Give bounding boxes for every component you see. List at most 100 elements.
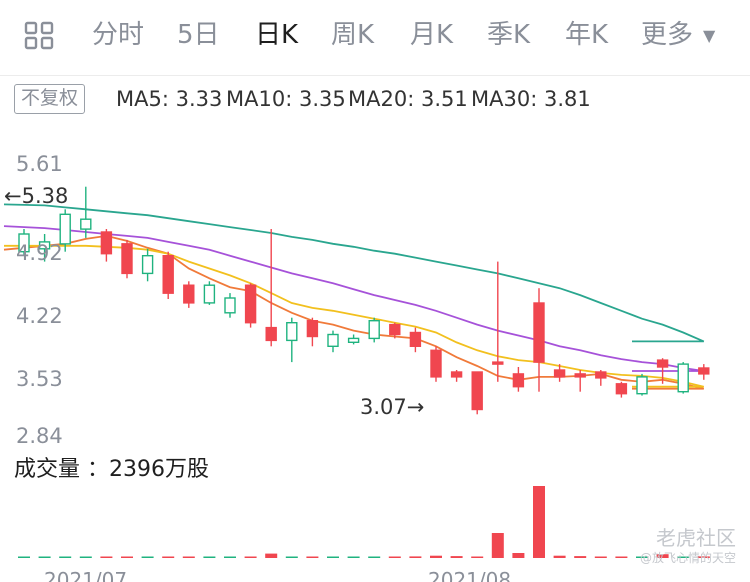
ma10-value: MA10: 3.35 xyxy=(226,87,346,111)
watermark-brand: 老虎社区 xyxy=(656,526,736,550)
volume-bar xyxy=(615,556,628,558)
candle-body xyxy=(533,302,545,363)
volume-bar xyxy=(656,554,669,558)
candle-body xyxy=(162,254,174,294)
candle-body xyxy=(656,359,669,368)
candle xyxy=(636,373,648,396)
volume-bar xyxy=(512,553,525,558)
candle xyxy=(656,358,669,384)
ma30-value: MA30: 3.81 xyxy=(471,87,591,111)
candle xyxy=(141,248,154,282)
candle-body xyxy=(306,319,319,338)
watermark: 老虎社区 @放飞心情的天空 xyxy=(640,526,736,566)
candle xyxy=(80,186,92,238)
ma10-line xyxy=(4,244,705,388)
candle xyxy=(121,239,133,279)
candle xyxy=(574,370,586,392)
candle-body xyxy=(512,373,525,388)
volume-bar xyxy=(533,486,545,558)
volume-bar xyxy=(265,553,278,558)
candle xyxy=(183,281,195,308)
candle-body xyxy=(409,331,422,348)
tab-yearly-k[interactable]: 年K xyxy=(565,20,609,50)
price-axis-label: 2.84 xyxy=(16,424,63,448)
tab-daily-k[interactable]: 日K xyxy=(255,20,299,50)
volume-bar xyxy=(368,556,381,558)
candle-body xyxy=(450,371,463,378)
candle-body xyxy=(327,333,339,348)
candle-body xyxy=(368,319,380,340)
volume-bar xyxy=(327,556,339,558)
volume-bar xyxy=(574,556,587,558)
ma5-line xyxy=(3,234,705,390)
candle xyxy=(162,251,174,299)
ma30-line xyxy=(3,203,705,343)
candle-body xyxy=(615,383,628,395)
candle-body xyxy=(80,218,92,230)
high-price-marker: ←5.38 xyxy=(4,184,69,208)
candle-body xyxy=(244,284,257,324)
candle-body xyxy=(18,233,30,253)
volume-bar xyxy=(636,556,648,558)
volume-bar xyxy=(162,556,175,558)
tab-intraday[interactable]: 分时 xyxy=(92,20,145,50)
watermark-user: @放飞心情的天空 xyxy=(639,551,736,565)
tab-weekly-k[interactable]: 周K xyxy=(331,20,375,50)
candle xyxy=(430,346,442,382)
candle-body xyxy=(574,373,586,378)
adjust-mode-button[interactable]: 不复权 xyxy=(14,84,86,114)
candle xyxy=(18,229,30,256)
candle xyxy=(347,334,360,345)
tab-more[interactable]: 更多 xyxy=(641,20,694,50)
candle xyxy=(203,281,216,305)
candle-body xyxy=(141,254,154,275)
volume-bar xyxy=(471,556,484,558)
candle xyxy=(533,288,545,392)
volume-bar xyxy=(59,556,72,558)
layout-grid-icon[interactable] xyxy=(24,21,56,51)
candle xyxy=(615,381,628,398)
candle xyxy=(595,370,607,386)
candle xyxy=(492,261,504,382)
tab-monthly-k[interactable]: 月K xyxy=(410,20,454,50)
date-axis-label: 2021/08 xyxy=(428,568,512,582)
candle xyxy=(244,283,257,328)
candle xyxy=(286,317,298,363)
candle xyxy=(306,317,319,347)
period-tab-bar: 分时 5日 日K 周K 月K 季K 年K 更多 ▼ xyxy=(0,0,750,76)
candle-body xyxy=(677,363,689,393)
candle xyxy=(698,364,710,380)
candle xyxy=(553,364,566,382)
candle xyxy=(409,327,422,353)
volume-bar xyxy=(79,556,92,558)
candle xyxy=(450,370,463,382)
volume-bar xyxy=(285,556,298,558)
candle-body xyxy=(59,213,71,245)
candle xyxy=(368,317,380,343)
tab-5day[interactable]: 5日 xyxy=(177,20,220,50)
tab-quarterly-k[interactable]: 季K xyxy=(487,20,531,50)
volume-bar xyxy=(594,556,607,558)
volume-bar xyxy=(141,556,154,558)
candle xyxy=(265,229,277,347)
candle-body xyxy=(183,284,195,304)
chevron-down-icon[interactable]: ▼ xyxy=(703,26,716,45)
date-axis-label: 2021/07 xyxy=(44,568,128,582)
volume-bar xyxy=(18,556,30,558)
candle-body xyxy=(698,367,710,375)
price-axis-label: 4.22 xyxy=(16,304,63,328)
volume-bar xyxy=(491,533,504,558)
candle-body xyxy=(286,321,298,342)
volume-bar xyxy=(553,555,566,558)
volume-bar xyxy=(100,556,113,558)
volume-label: 成交量 ：2396万股 xyxy=(14,457,209,482)
price-axis-label: 3.53 xyxy=(16,367,63,391)
volume-chart[interactable] xyxy=(0,484,750,560)
volume-bar xyxy=(306,556,319,558)
kline-chart[interactable] xyxy=(0,150,750,450)
candle xyxy=(512,367,525,392)
volume-bar xyxy=(121,556,133,558)
volume-bar xyxy=(409,556,422,558)
candle-body xyxy=(38,241,51,250)
candle xyxy=(327,330,339,353)
